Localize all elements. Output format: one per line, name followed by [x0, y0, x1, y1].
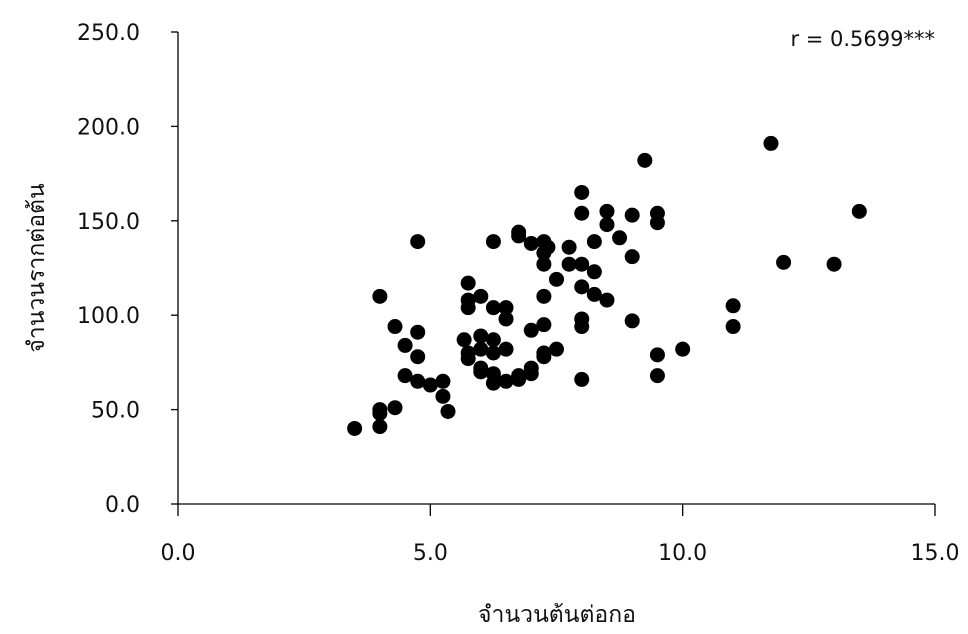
- data-point: [675, 341, 691, 357]
- data-point: [387, 319, 403, 335]
- data-point: [586, 264, 602, 280]
- data-point: [523, 235, 539, 251]
- data-point: [586, 286, 602, 302]
- y-axis-ticks: 0.0 50.0 100.0 150.0 200.0 250.0: [77, 21, 178, 518]
- data-point: [574, 184, 590, 200]
- data-point: [561, 239, 577, 255]
- data-point: [485, 332, 501, 348]
- data-point: [776, 254, 792, 270]
- data-point: [586, 234, 602, 250]
- data-point: [511, 224, 527, 240]
- x-tick-label: 10.0: [658, 541, 707, 566]
- data-point: [372, 288, 388, 304]
- data-point: [498, 311, 514, 327]
- data-point: [435, 373, 451, 389]
- data-point: [826, 256, 842, 272]
- y-tick-label: 0.0: [105, 493, 140, 518]
- data-point: [574, 279, 590, 295]
- data-point: [763, 135, 779, 151]
- data-point: [422, 377, 438, 393]
- data-point: [410, 349, 426, 365]
- x-axis-ticks: 0.0 5.0 10.0 15.0: [161, 504, 960, 566]
- data-point: [456, 332, 472, 348]
- data-point: [397, 337, 413, 353]
- data-point: [347, 420, 363, 436]
- data-point: [523, 322, 539, 338]
- data-point: [473, 360, 489, 376]
- data-point: [599, 292, 615, 308]
- y-axis-title: จำนวนรากต่อต้น: [24, 183, 50, 353]
- data-point: [485, 366, 501, 382]
- data-point: [561, 256, 577, 272]
- y-tick-label: 100.0: [77, 304, 140, 329]
- x-tick-label: 5.0: [413, 541, 448, 566]
- data-point: [536, 288, 552, 304]
- correlation-annotation: r = 0.5699***: [790, 27, 935, 51]
- data-point: [574, 256, 590, 272]
- data-point: [851, 203, 867, 219]
- axes: 0.0 50.0 100.0 150.0 200.0 250.0 0.0 5.0 10.0 15…: [77, 21, 959, 566]
- data-point: [460, 292, 476, 308]
- data-point: [725, 319, 741, 335]
- data-point: [624, 207, 640, 223]
- y-tick-label: 200.0: [77, 115, 140, 140]
- data-point: [649, 347, 665, 363]
- data-point: [460, 275, 476, 291]
- data-point: [372, 419, 388, 435]
- data-point: [574, 205, 590, 221]
- data-point: [536, 256, 552, 272]
- data-point: [440, 403, 456, 419]
- data-point: [410, 234, 426, 250]
- data-point: [498, 300, 514, 316]
- data-point: [498, 373, 514, 389]
- data-point: [372, 402, 388, 418]
- data-point: [523, 360, 539, 376]
- data-point: [549, 271, 564, 287]
- data-point: [725, 298, 741, 314]
- data-point: [649, 368, 665, 384]
- data-point: [599, 217, 615, 233]
- y-tick-label: 250.0: [77, 21, 140, 46]
- data-point: [387, 400, 403, 416]
- data-point: [473, 328, 489, 344]
- data-point: [410, 324, 426, 340]
- data-point: [397, 368, 413, 384]
- data-point: [473, 341, 489, 357]
- x-tick-label: 0.0: [161, 541, 196, 566]
- data-point: [435, 388, 451, 404]
- data-point: [637, 152, 653, 168]
- data-point: [460, 345, 476, 361]
- data-point: [485, 345, 501, 361]
- data-point: [485, 300, 501, 316]
- data-point: [624, 313, 640, 329]
- data-point: [649, 205, 665, 221]
- data-point: [410, 373, 426, 389]
- x-axis-title: จำนวนต้นต่อกอ: [478, 602, 636, 628]
- y-tick-label: 50.0: [91, 399, 140, 424]
- x-tick-label: 15.0: [911, 541, 960, 566]
- data-point: [473, 288, 489, 304]
- data-point: [540, 239, 556, 255]
- data-point: [498, 341, 514, 357]
- data-point: [536, 345, 552, 361]
- data-point: [549, 341, 564, 357]
- data-point: [624, 249, 640, 265]
- data-point: [485, 234, 501, 250]
- data-point: [574, 311, 590, 327]
- data-point: [574, 371, 590, 387]
- data-point: [536, 317, 552, 333]
- y-tick-label: 150.0: [77, 210, 140, 235]
- data-point: [599, 203, 615, 219]
- data-points: [347, 135, 867, 436]
- data-point: [612, 230, 628, 246]
- data-point: [511, 368, 527, 384]
